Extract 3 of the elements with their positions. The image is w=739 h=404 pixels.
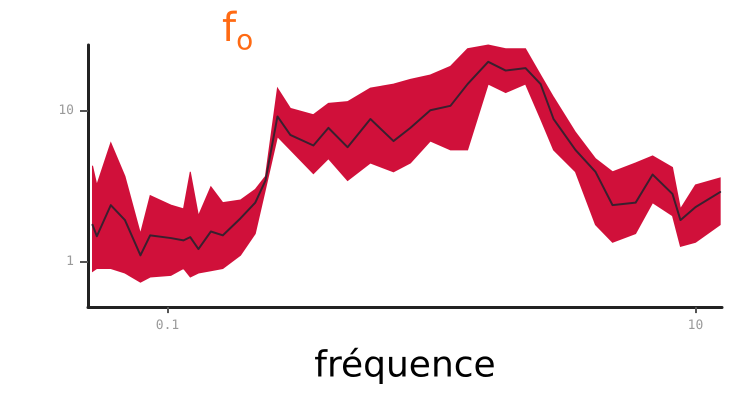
x-axis-title: fréquence <box>314 344 496 386</box>
y-tick-label: 1 <box>66 254 74 270</box>
x-tick-label: 0.1 <box>156 318 180 334</box>
